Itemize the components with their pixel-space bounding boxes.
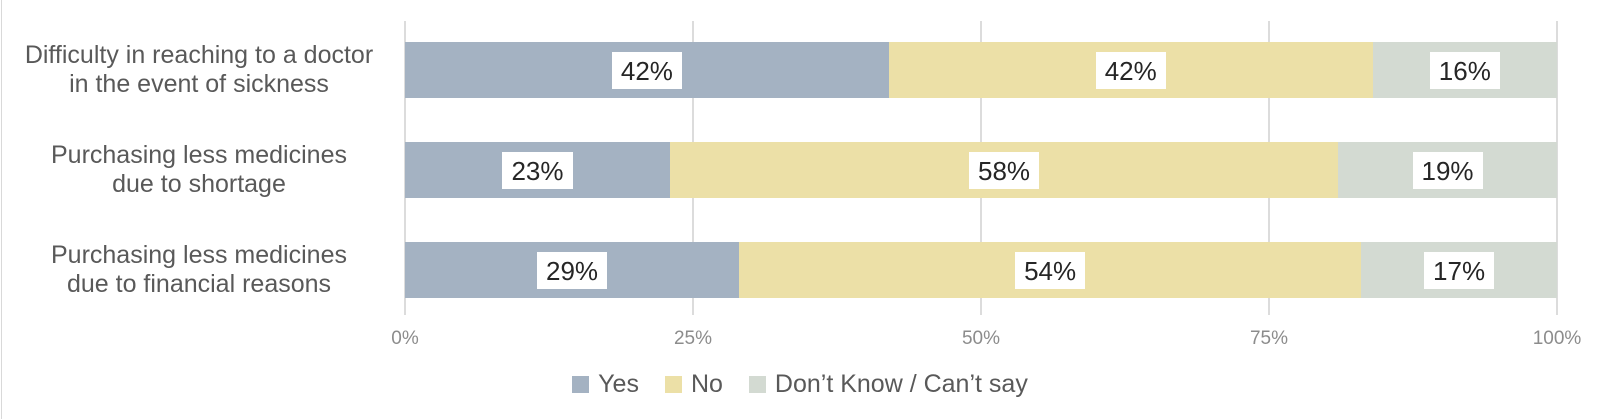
value-label: 42% [1095,51,1166,89]
left-edge-line [1,0,2,419]
bar-segment-dontknow: 19% [1338,142,1557,198]
category-label-line: Purchasing less medicines [51,241,347,269]
legend-swatch-yes [572,376,590,393]
gridline-100pct [1556,21,1558,315]
value-label: 16% [1429,51,1500,89]
legend-item-yes: Yes [572,370,639,399]
bar-segment-no: 54% [739,242,1362,298]
bar-row: 23% 58% 19% [405,142,1557,198]
bar-segment-yes: 23% [405,142,670,198]
plot-area: 42% 42% 16% 23% 58% 19% 29% [404,21,1558,315]
x-tick-label: 100% [1532,328,1582,349]
category-label-line: Purchasing less medicines [51,141,347,169]
x-tick-label: 25% [673,328,713,349]
category-label-line: in the event of sickness [69,70,329,98]
legend-label: Yes [598,370,639,398]
value-label: 54% [1015,251,1086,289]
value-label: 42% [611,51,682,89]
bar-segment-yes: 29% [405,242,740,298]
x-tick-label: 75% [1249,328,1289,349]
value-label: 17% [1424,251,1495,289]
value-label: 23% [502,151,573,189]
legend-swatch-dontknow [748,376,766,393]
bar-segment-no: 58% [669,142,1339,198]
category-label-line: Difficulty in reaching to a doctor [24,41,374,69]
value-label: 58% [969,151,1040,189]
bar-row: 29% 54% 17% [405,242,1557,298]
legend-item-no: No [664,370,723,399]
category-label-line: due to shortage [112,170,286,198]
legend-label: Don’t Know / Can’t say [774,370,1028,398]
x-tick-label: 0% [391,328,419,349]
category-label-medicine-shortage: Purchasing less medicines due to shortag… [0,141,398,199]
category-label-financial-reasons: Purchasing less medicines due to financi… [0,241,398,299]
bar-segment-dontknow: 16% [1372,42,1557,98]
value-label: 19% [1412,151,1483,189]
bar-segment-yes: 42% [405,42,889,98]
bar-segment-dontknow: 17% [1361,242,1557,298]
legend-label: No [690,370,723,398]
value-label: 29% [537,251,608,289]
chart-legend: Yes No Don’t Know / Can’t say [0,370,1600,399]
x-axis: 0% 25% 50% 75% 100% [391,328,1581,352]
bar-segment-no: 42% [888,42,1373,98]
x-tick-label: 50% [961,328,1001,349]
legend-item-dontknow: Don’t Know / Can’t say [748,370,1028,399]
category-label-doctor-access: Difficulty in reaching to a doctor in th… [0,41,398,99]
legend-swatch-no [664,376,682,393]
category-label-line: due to financial reasons [66,270,332,298]
bar-row: 42% 42% 16% [405,42,1557,98]
